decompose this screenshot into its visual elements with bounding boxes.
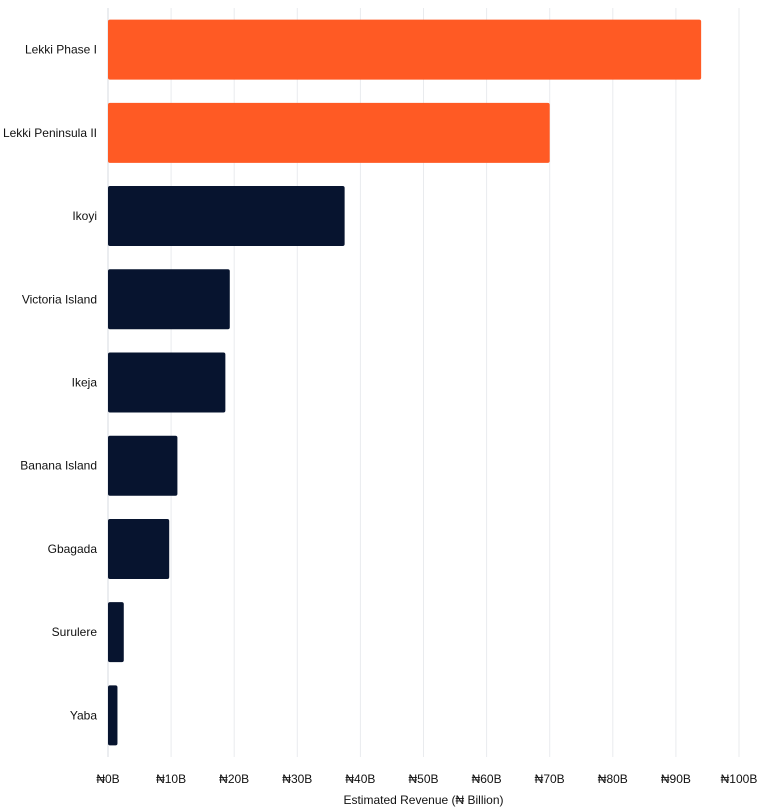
x-tick-label: ₦100B — [721, 772, 758, 786]
category-label: Lekki Phase I — [25, 43, 97, 57]
category-label: Victoria Island — [22, 292, 97, 306]
x-tick-label: ₦80B — [598, 772, 628, 786]
category-label: Ikeja — [72, 376, 98, 390]
category-label: Yaba — [70, 708, 97, 722]
x-axis-title: Estimated Revenue (₦ Billion) — [343, 793, 503, 807]
x-tick-label: ₦40B — [345, 772, 375, 786]
bar-surulere — [108, 602, 124, 663]
category-labels: Lekki Phase I Lekki Peninsula II Ikoyi Vict… — [3, 43, 97, 723]
bar-banana-island — [108, 435, 178, 496]
bar-yaba — [108, 685, 118, 746]
bar-ikeja — [108, 352, 226, 413]
x-tick-label: ₦10B — [156, 772, 186, 786]
category-label: Surulere — [52, 625, 98, 639]
bar-gbagada — [108, 518, 170, 579]
x-tick-label: ₦60B — [472, 772, 502, 786]
category-label: Ikoyi — [72, 209, 97, 223]
category-label: Lekki Peninsula II — [3, 126, 97, 140]
x-tick-labels: ₦0B ₦10B ₦20B ₦30B ₦40B ₦50B ₦60B ₦70B ₦80B ₦90B ₦… — [96, 772, 757, 786]
x-tick-label: ₦90B — [661, 772, 691, 786]
bar-ikoyi — [108, 186, 345, 247]
x-tick-label: ₦50B — [408, 772, 438, 786]
x-tick-label: ₦30B — [282, 772, 312, 786]
x-tick-label: ₦70B — [535, 772, 565, 786]
bar-lekki-peninsula-ii — [108, 102, 550, 163]
x-tick-label: ₦0B — [96, 772, 119, 786]
category-label: Banana Island — [20, 459, 97, 473]
category-label: Gbagada — [48, 542, 98, 556]
bars — [108, 19, 702, 746]
x-tick-label: ₦20B — [219, 772, 249, 786]
bar-victoria-island — [108, 269, 230, 330]
bar-lekki-phase-i — [108, 19, 702, 80]
